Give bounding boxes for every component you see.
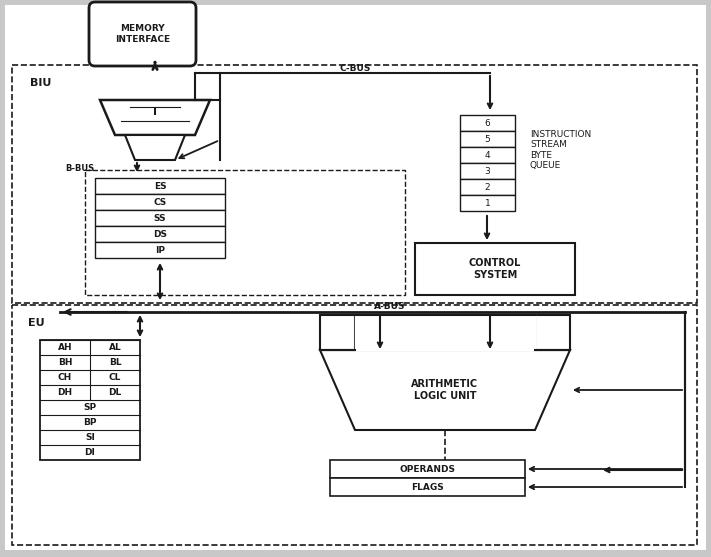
- Text: C-BUS: C-BUS: [339, 63, 370, 72]
- Text: I: I: [153, 107, 157, 117]
- Text: SS: SS: [154, 213, 166, 222]
- Text: BIU: BIU: [30, 78, 51, 88]
- Text: BP: BP: [83, 418, 97, 427]
- Bar: [460, 163, 515, 179]
- Bar: [460, 115, 515, 131]
- Text: 4: 4: [485, 150, 491, 159]
- Text: B-BUS: B-BUS: [65, 164, 94, 173]
- Text: EU: EU: [28, 318, 45, 328]
- Bar: [460, 195, 515, 211]
- Text: FLAGS: FLAGS: [411, 482, 444, 491]
- Polygon shape: [125, 135, 185, 160]
- Text: 5: 5: [485, 134, 491, 144]
- Text: DS: DS: [153, 229, 167, 238]
- Bar: [95, 178, 225, 194]
- Bar: [12, 305, 697, 545]
- Polygon shape: [535, 315, 570, 350]
- Polygon shape: [355, 315, 535, 350]
- Bar: [460, 147, 515, 163]
- Text: MEMORY
INTERFACE: MEMORY INTERFACE: [115, 25, 170, 43]
- Text: CONTROL
SYSTEM: CONTROL SYSTEM: [469, 258, 521, 280]
- Bar: [95, 226, 225, 242]
- Text: IP: IP: [155, 246, 165, 255]
- Text: 6: 6: [485, 119, 491, 128]
- Polygon shape: [320, 315, 355, 350]
- Text: 3: 3: [485, 167, 491, 175]
- Text: AH: AH: [58, 343, 73, 352]
- Bar: [12, 65, 697, 303]
- Bar: [95, 210, 225, 226]
- Bar: [95, 194, 225, 210]
- Text: CL: CL: [109, 373, 121, 382]
- Text: DL: DL: [108, 388, 122, 397]
- FancyBboxPatch shape: [89, 2, 196, 66]
- Bar: [330, 460, 525, 478]
- Text: BL: BL: [109, 358, 122, 367]
- Bar: [415, 243, 575, 295]
- Text: ES: ES: [154, 182, 166, 190]
- Bar: [460, 131, 515, 147]
- Bar: [460, 179, 515, 195]
- Bar: [40, 340, 140, 460]
- Bar: [95, 242, 225, 258]
- Text: 1: 1: [485, 198, 491, 208]
- Text: SI: SI: [85, 433, 95, 442]
- Text: SP: SP: [83, 403, 97, 412]
- Text: CS: CS: [154, 198, 166, 207]
- Text: CH: CH: [58, 373, 72, 382]
- Text: DI: DI: [85, 448, 95, 457]
- Bar: [85, 170, 405, 295]
- Text: DH: DH: [58, 388, 73, 397]
- Text: 2: 2: [485, 183, 491, 192]
- Text: BH: BH: [58, 358, 73, 367]
- Polygon shape: [100, 100, 210, 135]
- Polygon shape: [320, 350, 570, 430]
- Text: OPERANDS: OPERANDS: [400, 465, 456, 473]
- Text: A-BUS: A-BUS: [374, 301, 406, 310]
- Bar: [330, 478, 525, 496]
- Text: INSTRUCTION
STREAM
BYTE
QUEUE: INSTRUCTION STREAM BYTE QUEUE: [530, 130, 592, 170]
- Text: ARITHMETIC
LOGIC UNIT: ARITHMETIC LOGIC UNIT: [412, 379, 479, 401]
- Text: AL: AL: [109, 343, 122, 352]
